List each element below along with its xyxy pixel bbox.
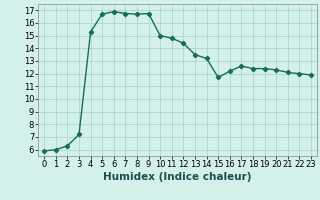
X-axis label: Humidex (Indice chaleur): Humidex (Indice chaleur) bbox=[103, 172, 252, 182]
